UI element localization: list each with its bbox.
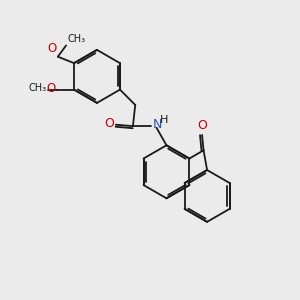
Text: O: O [104,117,114,130]
Text: O: O [46,82,56,95]
Text: O: O [47,42,57,55]
Text: CH₃: CH₃ [28,83,46,93]
Text: N: N [152,118,162,131]
Text: O: O [197,119,207,132]
Text: H: H [159,115,168,125]
Text: CH₃: CH₃ [67,34,86,44]
